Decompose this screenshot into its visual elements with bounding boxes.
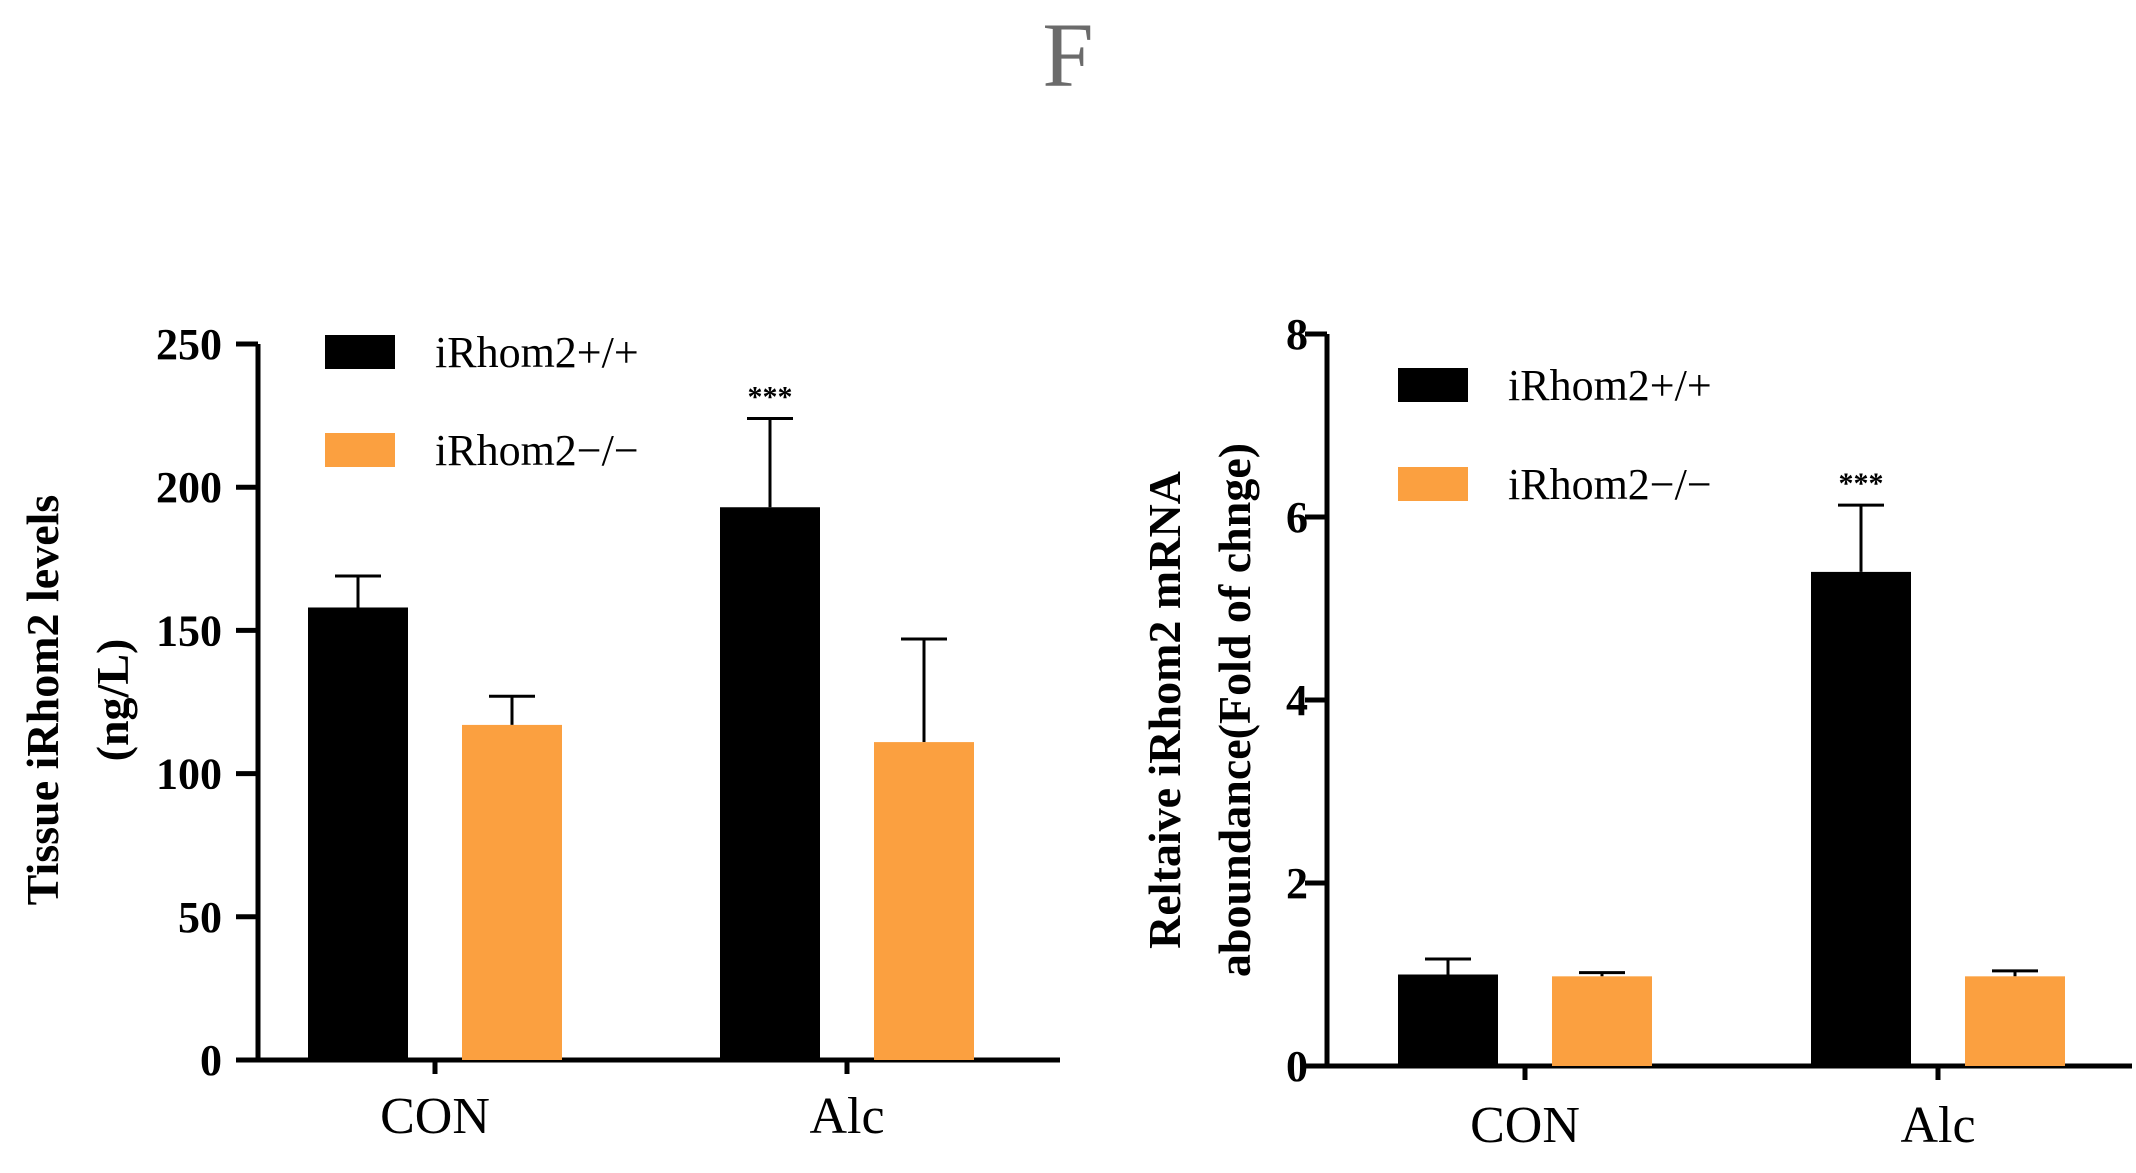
legend-swatch (325, 433, 395, 467)
bar-wild-type (720, 507, 820, 1060)
y-axis-title: Reltaive iRhom2 mRNA (1139, 471, 1190, 949)
legend-label: iRhom2−/− (1508, 460, 1712, 509)
y-tick-label: 150 (156, 606, 222, 655)
significance-label: *** (748, 380, 793, 413)
legend-label: iRhom2−/− (435, 426, 639, 475)
y-tick-label: 0 (1286, 1042, 1308, 1091)
bar-knockout (874, 742, 974, 1060)
legend-label: iRhom2+/+ (435, 328, 639, 377)
bar-wild-type (1398, 974, 1498, 1066)
y-tick-label: 0 (200, 1036, 222, 1085)
y-tick-label: 50 (178, 893, 222, 942)
legend-swatch (325, 335, 395, 369)
bar-knockout (462, 724, 562, 1060)
bar-wild-type (308, 607, 408, 1060)
significance-label: *** (1839, 467, 1884, 500)
x-category-label: CON (380, 1088, 490, 1145)
legend-label: iRhom2+/+ (1508, 361, 1712, 410)
y-tick-label: 4 (1286, 676, 1308, 725)
x-category-label: Alc (809, 1088, 884, 1145)
bar-knockout (1552, 976, 1652, 1066)
legend-swatch (1398, 368, 1468, 402)
chart-1: 0 50 100 150 200 250 CON Alc *** iRhom2+/+ iRhom2−… (17, 320, 1060, 1145)
y-tick-label: 8 (1286, 310, 1308, 359)
y-tick-label: 250 (156, 320, 222, 369)
y-tick-label: 6 (1286, 493, 1308, 542)
panel-label: F (1042, 4, 1094, 106)
y-tick-label: 2 (1286, 859, 1308, 908)
y-tick-label: 200 (156, 463, 222, 512)
y-axis-title-line2: (ng/L) (87, 639, 138, 762)
legend-swatch (1398, 467, 1468, 501)
y-axis-title-line2: aboundance(Fold of chnge) (1209, 443, 1260, 977)
bar-wild-type (1811, 571, 1911, 1066)
x-category-label: CON (1470, 1097, 1580, 1154)
y-tick-label: 100 (156, 750, 222, 799)
x-category-label: Alc (1900, 1097, 1975, 1154)
bar-knockout (1965, 976, 2065, 1066)
chart-2: 0 2 4 6 8 CON Alc *** iRhom2+/+ iRhom2−/− Reltaive… (1139, 310, 2132, 1154)
y-axis-title: Tissue iRhom2 levels (17, 495, 68, 906)
